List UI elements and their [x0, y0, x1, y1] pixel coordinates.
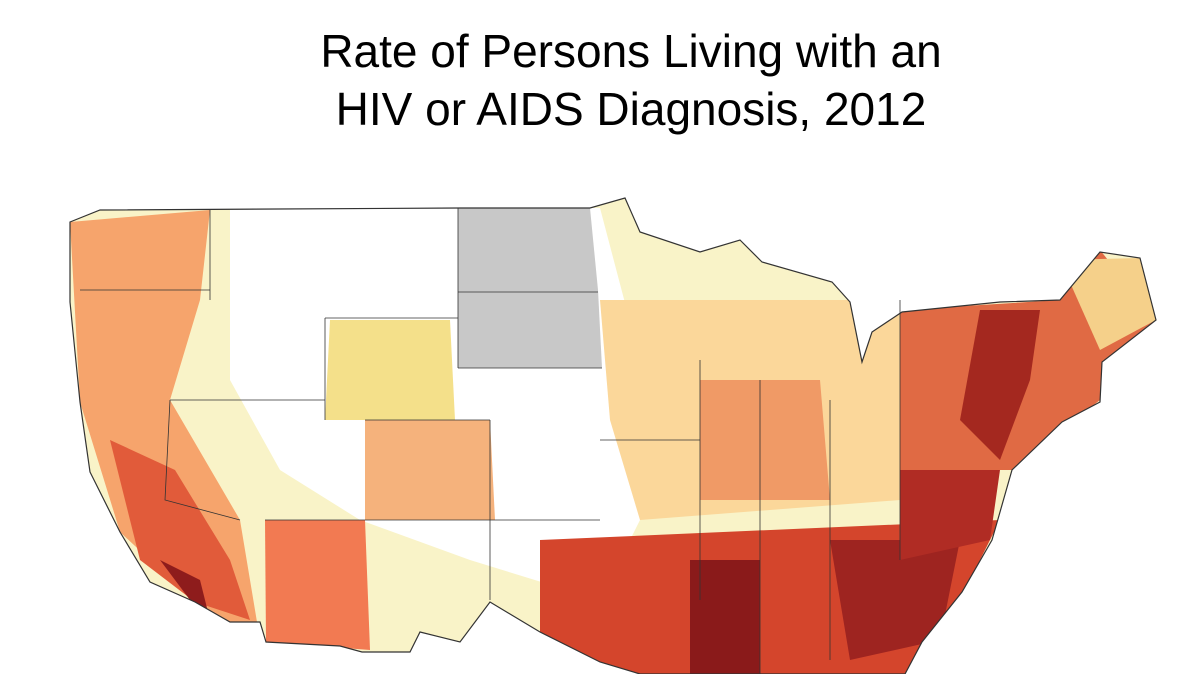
title: Rate of Persons Living with an HIV or AI…: [0, 22, 1200, 138]
state-borders: [80, 208, 901, 674]
map-fill: [70, 198, 1156, 674]
us-outline: [69, 197, 1157, 674]
title-line: Rate of Persons Living with an: [320, 25, 942, 77]
title-line: HIV or AIDS Diagnosis, 2012: [335, 83, 927, 135]
